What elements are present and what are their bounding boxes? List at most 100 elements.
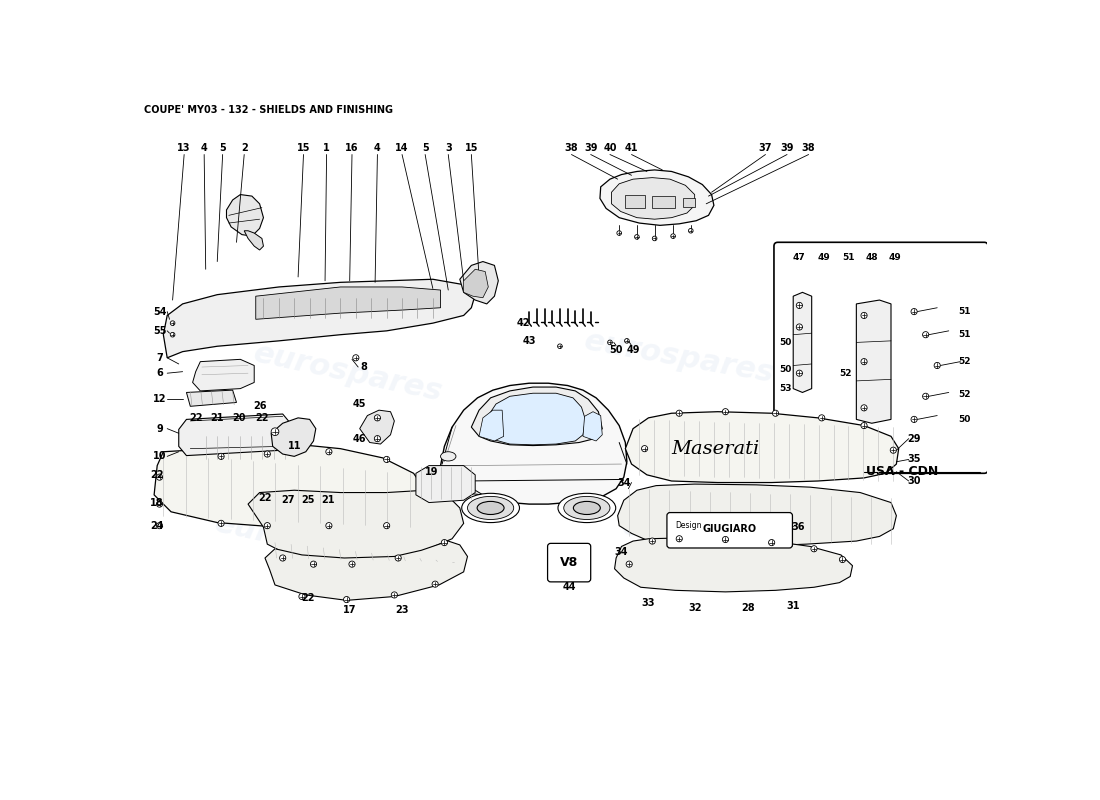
Text: V8: V8: [560, 556, 579, 569]
Ellipse shape: [326, 449, 332, 455]
Ellipse shape: [626, 561, 632, 567]
Text: 51: 51: [958, 307, 970, 316]
Ellipse shape: [796, 370, 803, 376]
Text: 50: 50: [958, 415, 970, 424]
Text: 4: 4: [374, 143, 381, 154]
Text: 8: 8: [360, 362, 367, 372]
Ellipse shape: [652, 236, 657, 241]
Ellipse shape: [617, 230, 621, 235]
Ellipse shape: [392, 592, 397, 598]
Polygon shape: [618, 484, 896, 546]
Ellipse shape: [299, 594, 305, 599]
Text: 40: 40: [603, 143, 617, 154]
Text: 11: 11: [287, 442, 301, 451]
Polygon shape: [154, 444, 425, 529]
Text: 45: 45: [353, 399, 366, 409]
Polygon shape: [196, 434, 290, 463]
Text: 33: 33: [641, 598, 656, 608]
FancyBboxPatch shape: [774, 242, 988, 474]
Text: 39: 39: [780, 143, 794, 154]
Ellipse shape: [796, 302, 803, 309]
Text: 28: 28: [741, 603, 756, 613]
Ellipse shape: [218, 454, 224, 459]
Text: 18: 18: [151, 498, 164, 507]
Text: 22: 22: [189, 413, 202, 423]
Text: 22: 22: [151, 470, 164, 480]
Ellipse shape: [625, 338, 629, 343]
Text: 39: 39: [584, 143, 597, 154]
Text: eurospares: eurospares: [620, 511, 815, 574]
Ellipse shape: [671, 234, 675, 238]
Polygon shape: [793, 292, 812, 393]
Ellipse shape: [573, 502, 601, 514]
Ellipse shape: [395, 555, 402, 561]
Text: 7: 7: [156, 353, 163, 363]
Text: 14: 14: [395, 143, 409, 154]
Text: 10: 10: [153, 451, 166, 462]
Text: GIUGIARO: GIUGIARO: [703, 524, 757, 534]
Text: Maserati: Maserati: [671, 440, 760, 458]
Ellipse shape: [271, 428, 279, 435]
Ellipse shape: [440, 452, 455, 461]
Polygon shape: [186, 390, 236, 406]
Text: eurospares: eurospares: [251, 339, 446, 407]
Text: 6: 6: [156, 368, 163, 378]
Ellipse shape: [723, 409, 728, 414]
Ellipse shape: [558, 344, 562, 349]
Text: 41: 41: [625, 143, 638, 154]
Text: 23: 23: [395, 606, 409, 615]
Ellipse shape: [156, 501, 163, 507]
Polygon shape: [612, 178, 695, 219]
Ellipse shape: [374, 414, 381, 421]
Text: 27: 27: [282, 495, 295, 506]
Text: 15: 15: [297, 143, 310, 154]
Ellipse shape: [310, 561, 317, 567]
Polygon shape: [227, 194, 264, 236]
Ellipse shape: [170, 321, 175, 326]
Text: 50: 50: [779, 365, 792, 374]
Polygon shape: [265, 541, 468, 600]
Text: 9: 9: [156, 424, 163, 434]
Ellipse shape: [264, 451, 271, 457]
Polygon shape: [163, 279, 475, 358]
Text: 5: 5: [219, 143, 225, 154]
Text: 42: 42: [517, 318, 530, 328]
Text: 34: 34: [617, 478, 630, 487]
Ellipse shape: [156, 474, 163, 480]
Bar: [625, 194, 645, 209]
Text: 46: 46: [353, 434, 366, 444]
Ellipse shape: [911, 309, 917, 314]
Text: 49: 49: [817, 253, 830, 262]
Polygon shape: [625, 412, 899, 482]
Ellipse shape: [218, 520, 224, 526]
Text: 35: 35: [908, 454, 921, 465]
Text: 24: 24: [151, 521, 164, 530]
Ellipse shape: [432, 581, 438, 587]
Ellipse shape: [911, 416, 917, 422]
Ellipse shape: [264, 522, 271, 529]
Ellipse shape: [170, 332, 175, 337]
Text: 52: 52: [958, 390, 970, 399]
Ellipse shape: [676, 410, 682, 416]
Polygon shape: [464, 270, 488, 298]
Ellipse shape: [772, 410, 779, 416]
Text: 22: 22: [258, 493, 272, 503]
Text: 31: 31: [786, 601, 800, 610]
Text: eurospares: eurospares: [212, 508, 407, 577]
Polygon shape: [255, 287, 440, 319]
Ellipse shape: [477, 502, 504, 514]
Text: 49: 49: [626, 345, 640, 355]
Text: 53: 53: [779, 384, 792, 393]
Text: 12: 12: [153, 394, 166, 404]
Text: 52: 52: [839, 369, 851, 378]
Polygon shape: [360, 410, 395, 444]
Ellipse shape: [349, 561, 355, 567]
Text: USA - CDN: USA - CDN: [867, 466, 938, 478]
Text: eurospares: eurospares: [582, 326, 777, 389]
Ellipse shape: [934, 362, 940, 369]
Polygon shape: [480, 410, 504, 441]
Text: COUPE' MY03 - 132 - SHIELDS AND FINISHING: COUPE' MY03 - 132 - SHIELDS AND FINISHIN…: [144, 106, 393, 115]
Ellipse shape: [861, 405, 867, 411]
Text: 47: 47: [793, 253, 805, 262]
Text: 34: 34: [615, 547, 628, 557]
